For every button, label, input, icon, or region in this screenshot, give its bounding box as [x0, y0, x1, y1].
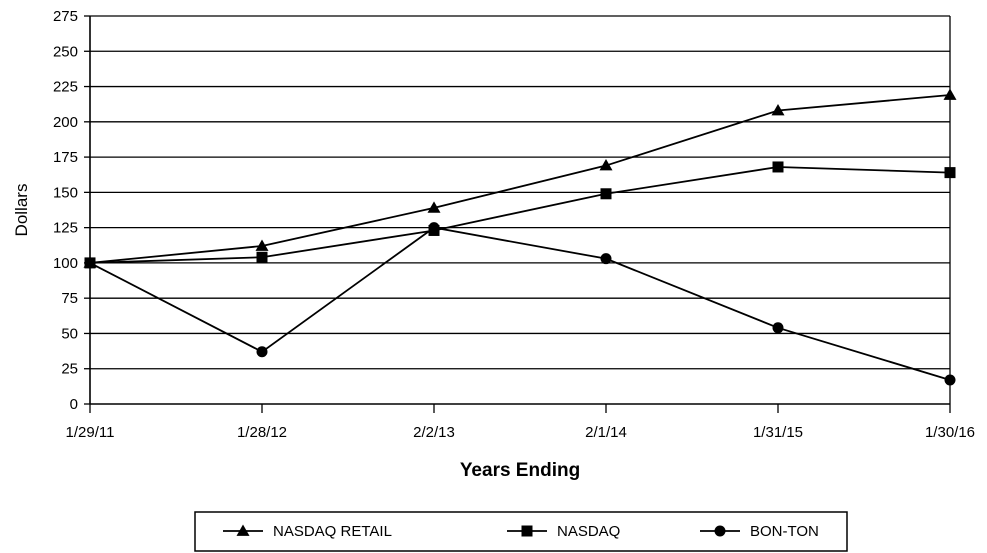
data-point-circle [428, 222, 440, 234]
x-axis-title: Years Ending [460, 460, 580, 481]
y-tick-label: 100 [53, 255, 78, 272]
data-point-triangle [771, 104, 785, 116]
x-tick-label: 1/31/15 [753, 424, 803, 441]
legend-marker-triangle [236, 524, 250, 536]
y-tick-label: 275 [53, 8, 78, 25]
y-tick-label: 250 [53, 43, 78, 60]
x-tick-label: 2/1/14 [585, 424, 627, 441]
y-axis-title: Dollars [12, 184, 31, 237]
data-point-circle [944, 374, 956, 386]
y-tick-label: 150 [53, 184, 78, 201]
series-line [89, 226, 951, 381]
y-tick-label: 125 [53, 220, 78, 237]
y-tick-label: 200 [53, 114, 78, 131]
data-point-circle [772, 322, 784, 334]
data-point-triangle [427, 201, 441, 213]
data-point-triangle [943, 88, 957, 100]
y-tick-label: 75 [61, 290, 78, 307]
series-square [84, 161, 956, 269]
x-tick-label: 1/28/12 [237, 424, 287, 441]
y-tick-label: 50 [61, 325, 78, 342]
data-point-square [772, 161, 784, 173]
data-point-triangle [255, 239, 269, 251]
series-circle [84, 222, 956, 386]
x-tick-label: 1/30/16 [925, 424, 975, 441]
x-tick-label: 1/29/11 [66, 424, 115, 441]
data-point-square [944, 167, 956, 179]
legend: NASDAQ RETAIL NASDAQ BON-TON [194, 511, 848, 552]
series-layer [83, 88, 957, 386]
y-tick-label: 25 [61, 361, 78, 378]
legend-marker-circle [714, 525, 726, 537]
x-tick-label: 2/2/13 [413, 424, 455, 441]
y-tick-label: 0 [70, 396, 78, 413]
legend-marker-square [521, 525, 533, 537]
data-point-square [600, 188, 612, 200]
data-point-circle [256, 346, 268, 358]
legend-label: BON-TON [750, 523, 819, 540]
data-point-triangle [599, 159, 613, 171]
data-point-circle [84, 257, 96, 269]
series-line [89, 94, 951, 264]
y-tick-label: 175 [53, 149, 78, 166]
series-line [89, 166, 951, 264]
series-triangle [83, 88, 957, 268]
data-point-circle [600, 253, 612, 265]
axis-layer: 0 25 50 75 100 125 150 175 200 225 250 275 1/29/11 1/… [53, 8, 975, 441]
legend-label: NASDAQ [557, 523, 620, 540]
grid-layer [90, 15, 950, 370]
y-tick-label: 225 [53, 79, 78, 96]
data-point-square [256, 251, 268, 263]
legend-label: NASDAQ RETAIL [273, 523, 392, 540]
